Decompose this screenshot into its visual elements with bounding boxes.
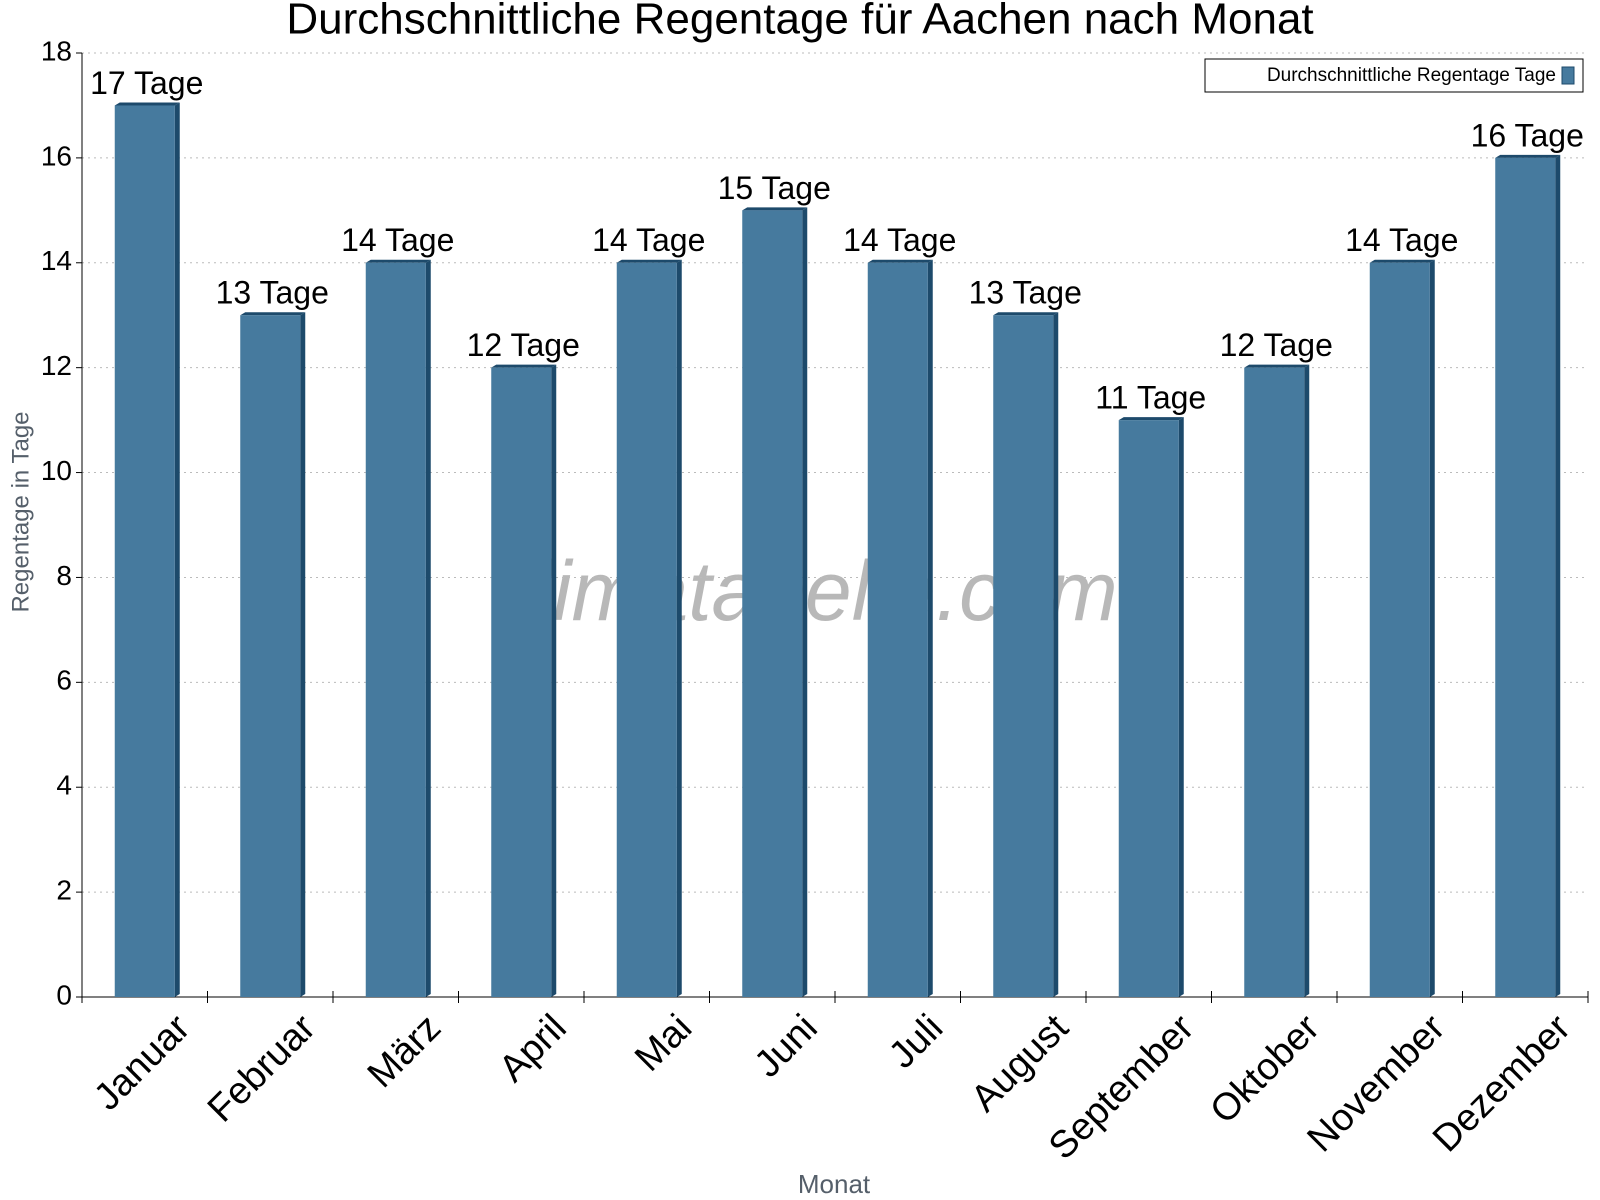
bar-side	[1053, 312, 1059, 997]
bar-top	[240, 312, 306, 316]
bar	[365, 262, 426, 997]
y-axis-label: Regentage in Tage	[7, 411, 34, 612]
bar-side	[802, 207, 808, 998]
legend-box	[1204, 58, 1584, 93]
bar-top	[1118, 417, 1184, 421]
value-label: 11 Tage	[1095, 380, 1206, 416]
y-tick-label: 16	[41, 140, 72, 171]
x-tick-label: Januar	[86, 1007, 198, 1119]
bar-side	[1178, 417, 1184, 998]
bar	[993, 315, 1054, 997]
x-tick-label: Februar	[200, 1007, 324, 1131]
bar-side	[174, 102, 180, 997]
value-label: 16 Tage	[1471, 117, 1584, 153]
legend-swatch	[1561, 66, 1575, 85]
x-tick-label: August	[963, 1006, 1077, 1120]
value-label: 13 Tage	[969, 275, 1082, 311]
bar-top	[1369, 259, 1435, 263]
bar	[114, 105, 175, 997]
bar-side	[1429, 259, 1435, 997]
bar	[1495, 157, 1556, 997]
bar	[240, 315, 301, 997]
y-tick-label: 6	[56, 665, 72, 696]
value-label: 14 Tage	[843, 222, 956, 258]
y-tick-label: 18	[41, 35, 72, 66]
x-tick-label: März	[360, 1007, 449, 1096]
bar-side	[425, 259, 431, 997]
y-tick-label: 8	[56, 560, 72, 591]
y-tick-label: 12	[41, 350, 72, 381]
y-tick-label: 4	[56, 770, 72, 801]
legend-label: Durchschnittliche Regentage Tage	[1267, 65, 1556, 86]
bar-top	[114, 102, 180, 106]
bar-top	[1495, 154, 1561, 158]
x-tick-label: April	[491, 1007, 574, 1090]
bar-side	[300, 312, 306, 997]
value-label: 14 Tage	[1345, 222, 1458, 258]
bar	[742, 210, 803, 998]
bar	[616, 262, 677, 997]
bar-top	[1244, 364, 1310, 368]
value-label: 17 Tage	[90, 65, 203, 101]
y-tick-label: 0	[56, 979, 72, 1010]
bar-top	[491, 364, 557, 368]
x-tick-label: Mai	[627, 1007, 700, 1080]
x-tick-label: Juni	[747, 1007, 826, 1086]
x-tick-label: Dezember	[1425, 1007, 1579, 1161]
value-label: 14 Tage	[592, 222, 705, 258]
value-label: 12 Tage	[1220, 327, 1333, 363]
x-tick-label: Juli	[881, 1007, 951, 1077]
x-tick-label: Oktober	[1202, 1007, 1328, 1133]
bar	[1369, 262, 1430, 997]
bar	[491, 367, 552, 998]
bar-top	[867, 259, 933, 263]
bar-top	[616, 259, 682, 263]
value-label: 12 Tage	[467, 327, 580, 363]
bar	[1244, 367, 1305, 998]
bar-top	[742, 207, 808, 211]
y-tick-label: 2	[56, 875, 72, 906]
y-tick-label: 10	[41, 455, 72, 486]
y-tick-label: 14	[41, 245, 72, 276]
bar-side	[676, 259, 682, 997]
value-label: 13 Tage	[216, 275, 329, 311]
value-label: 15 Tage	[718, 170, 831, 206]
bar-side	[1555, 154, 1561, 997]
bar-side	[1304, 364, 1310, 998]
bar-top	[365, 259, 431, 263]
value-label: 14 Tage	[341, 222, 454, 258]
bar-side	[927, 259, 933, 997]
legend: Durchschnittliche Regentage Tage	[1204, 58, 1584, 93]
bar-side	[551, 364, 557, 998]
x-axis-label: Monat	[798, 1169, 871, 1199]
bar-top	[993, 312, 1059, 316]
bar	[1118, 420, 1179, 998]
chart-title: Durchschnittliche Regentage für Aachen n…	[286, 0, 1313, 44]
bar	[867, 262, 928, 997]
